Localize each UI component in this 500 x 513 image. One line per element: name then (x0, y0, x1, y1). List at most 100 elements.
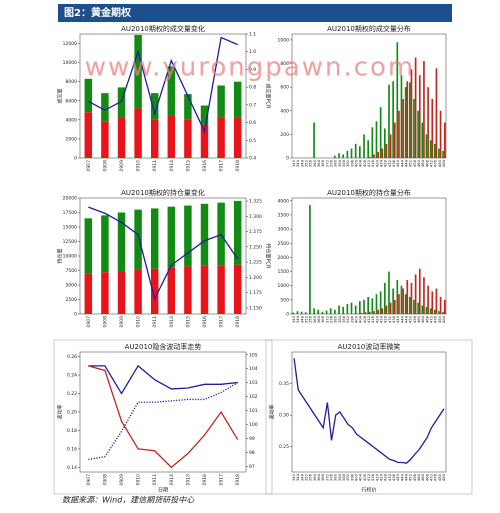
x-tick-label: 432 (388, 316, 392, 323)
x-tick-label: 0907 (86, 160, 92, 172)
bar (292, 312, 295, 314)
x-tick-label: 392 (346, 474, 350, 481)
y-tick-label: 12500 (63, 239, 77, 245)
bar (400, 75, 403, 158)
x-tick-label: 384 (338, 473, 342, 481)
y2-tick-label: 0.9 (249, 67, 256, 73)
bar (421, 305, 424, 314)
bar (398, 110, 400, 158)
bar (389, 302, 392, 314)
bar (417, 110, 419, 158)
x-tick-label: 0908 (102, 316, 108, 328)
bar (418, 268, 421, 314)
bar (200, 124, 209, 158)
chart-title: AU2010期权的成交量分布 (327, 24, 411, 33)
x-tick-label: 360 (313, 473, 317, 481)
x-tick-label: 340 (292, 473, 296, 481)
bar (359, 146, 361, 158)
bar (385, 305, 388, 314)
bar (325, 310, 328, 314)
bar (342, 306, 345, 314)
bar (217, 85, 225, 118)
bar (423, 61, 425, 158)
y-tick-label: 1500 (278, 269, 290, 275)
y-tick-label: 500 (280, 297, 289, 303)
y-tick-label: 2000 (66, 136, 78, 142)
bar (134, 34, 142, 109)
line (88, 382, 239, 461)
bar (346, 150, 349, 158)
bar (309, 205, 311, 314)
bar (200, 105, 209, 125)
y-tick-label: 2500 (278, 241, 290, 247)
x-tick-label: 0916 (202, 316, 208, 328)
bar (317, 309, 320, 314)
panel-frame (265, 339, 473, 495)
bar (371, 298, 374, 314)
watermark: www.yurongpawn.com (85, 53, 416, 83)
x-tick-label: 408 (363, 315, 367, 323)
bar (354, 305, 357, 314)
bar (369, 156, 371, 158)
chart-title: AU2010隐含波动率走势 (125, 342, 202, 351)
bar (200, 265, 209, 314)
x-tick-label: 0911 (152, 474, 158, 486)
line (88, 364, 238, 395)
y2-tick-label: 1.150 (249, 305, 262, 311)
x-tick-label: 432 (388, 160, 392, 167)
y-tick-label: 10000 (63, 60, 77, 66)
x-tick-label: 392 (346, 160, 350, 167)
chart-title: AU2010期权的成交量变化 (121, 24, 205, 33)
y-tick-label: 400 (280, 108, 289, 114)
x-tick-label: 0915 (185, 316, 191, 328)
x-tick-label: 0908 (102, 160, 108, 172)
x-tick-label: 448 (404, 315, 408, 323)
bar (84, 218, 93, 274)
x-tick-label: 356 (309, 473, 313, 481)
x-tick-label: 388 (342, 315, 346, 323)
x-tick-label: 472 (429, 474, 433, 481)
x-tick-label: 456 (413, 159, 417, 167)
source: 数据来源：Wind，建信期货研投中心 (62, 496, 195, 505)
x-tick-label: 404 (359, 159, 363, 167)
panel-frame (53, 339, 273, 495)
x-tick-label: 392 (346, 316, 350, 323)
bar (167, 66, 176, 116)
bar (350, 302, 353, 314)
bar (431, 98, 434, 158)
bar (233, 117, 242, 158)
x-tick-label: 452 (409, 474, 413, 481)
bar (429, 140, 432, 158)
x-tick-label: 380 (334, 315, 338, 323)
y-tick-label: 0.20 (67, 410, 77, 416)
x-tick-label: 404 (359, 473, 363, 481)
bar (360, 312, 363, 314)
x-tick-label: 460 (417, 315, 421, 323)
y-tick-label: 17500 (63, 210, 77, 216)
bar (392, 288, 394, 314)
x-tick-label: 0911 (152, 160, 158, 172)
bar (410, 69, 413, 158)
y2-tick-label: 0.5 (249, 138, 256, 144)
x-tick-label: 460 (417, 159, 421, 167)
bar (363, 134, 365, 158)
bar (417, 302, 419, 314)
x-tick-label: 0914 (169, 316, 175, 328)
y-tick-label: 200 (280, 132, 289, 138)
bar (101, 93, 109, 122)
x-tick-label: 484 (442, 473, 446, 481)
bar (117, 212, 126, 272)
bar (84, 78, 93, 113)
bar (392, 81, 394, 158)
y-tick-label: 0.30 (279, 413, 289, 419)
bar (381, 148, 384, 158)
bar (371, 127, 374, 158)
x-tick-label: 448 (404, 473, 408, 481)
y2-tick-label: 1.175 (249, 290, 262, 296)
x-tick-label: 456 (413, 315, 417, 323)
bar (367, 297, 369, 314)
bar (167, 115, 176, 158)
y2-tick-label: 98 (249, 450, 255, 456)
bar (393, 299, 396, 314)
y-tick-label: 0.24 (67, 373, 77, 379)
